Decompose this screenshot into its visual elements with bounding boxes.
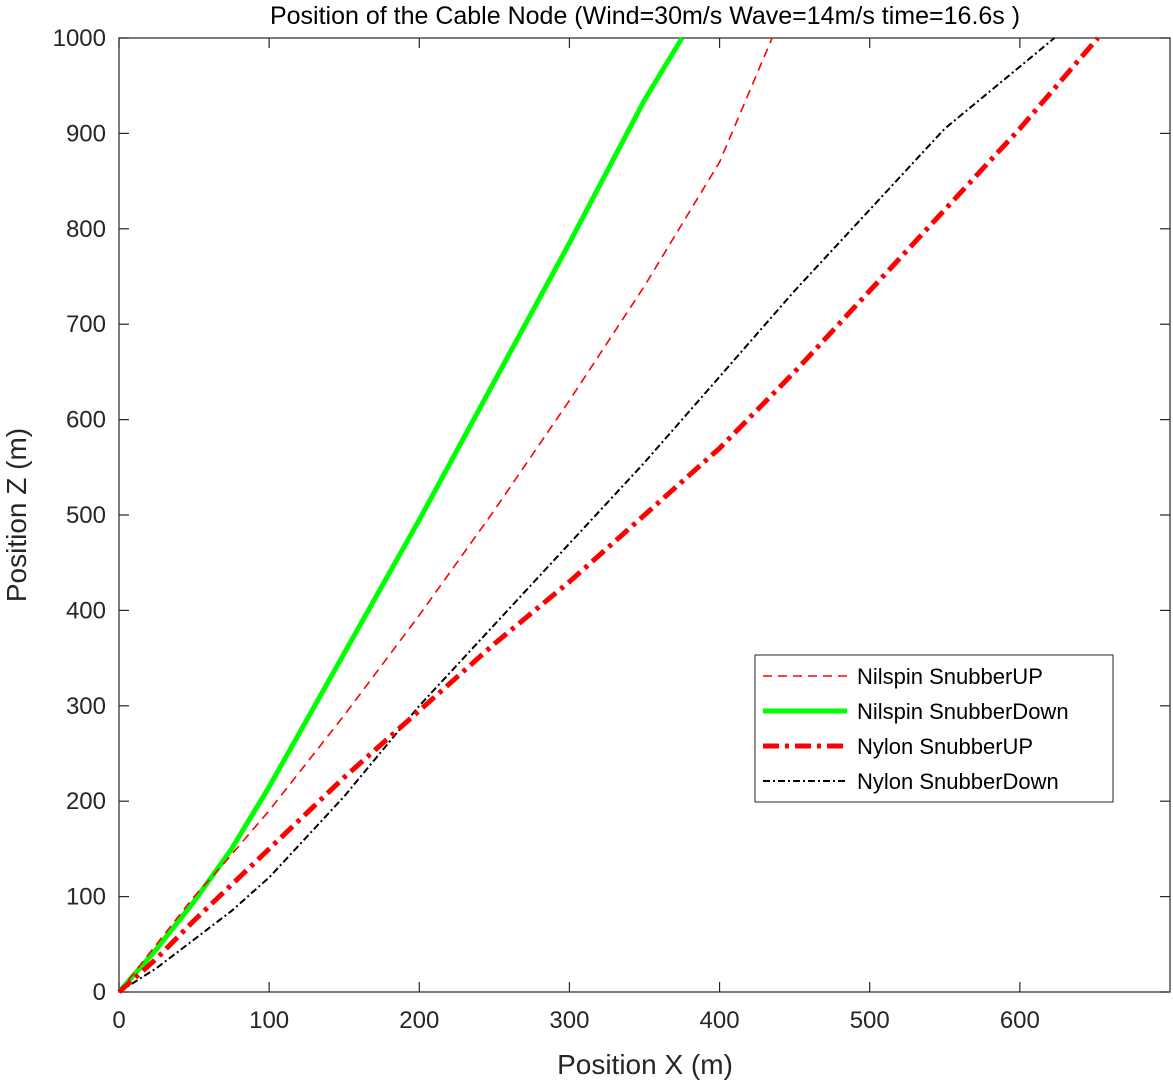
x-tick-label: 400	[700, 1007, 740, 1034]
series-line-nylon-snubberdown	[118, 37, 1056, 993]
y-tick-label: 200	[66, 788, 106, 815]
y-tick-label: 900	[66, 120, 106, 147]
chart-title: Position of the Cable Node (Wind=30m/s W…	[270, 2, 1020, 30]
legend-label: Nilspin SnubberDown	[857, 699, 1069, 724]
legend-label: Nilspin SnubberUP	[857, 664, 1043, 689]
x-tick-label: 600	[1000, 1007, 1040, 1034]
y-tick-label: 300	[66, 693, 106, 720]
x-tick-label: 100	[249, 1007, 289, 1034]
legend: Nilspin SnubberUP Nilspin SnubberDown Nylo…	[754, 654, 1114, 803]
y-axis-title: Position Z (m)	[1, 428, 32, 602]
y-tick-label: 800	[66, 216, 106, 243]
legend-box	[754, 654, 1114, 803]
series-line-nylon-snubberup	[117, 36, 1100, 994]
y-tick-label: 700	[66, 311, 106, 338]
x-tick-label: 500	[850, 1007, 890, 1034]
y-tick-label: 500	[66, 502, 106, 529]
legend-label: Nylon SnubberUP	[857, 734, 1033, 759]
y-tick-label: 100	[66, 884, 106, 911]
series-line-nilspin-snubberup	[118, 37, 773, 993]
x-axis-title: Position X (m)	[557, 1049, 733, 1080]
y-tick-label: 0	[93, 979, 106, 1006]
legend-label: Nylon SnubberDown	[857, 769, 1059, 794]
series-line-nilspin-snubberdown	[117, 36, 685, 994]
x-tick-label: 300	[549, 1007, 589, 1034]
y-tick-label: 600	[66, 407, 106, 434]
x-tick-label: 0	[112, 1007, 125, 1034]
y-tick-label: 1000	[53, 25, 106, 52]
y-tick-label: 400	[66, 597, 106, 624]
x-tick-label: 200	[399, 1007, 439, 1034]
